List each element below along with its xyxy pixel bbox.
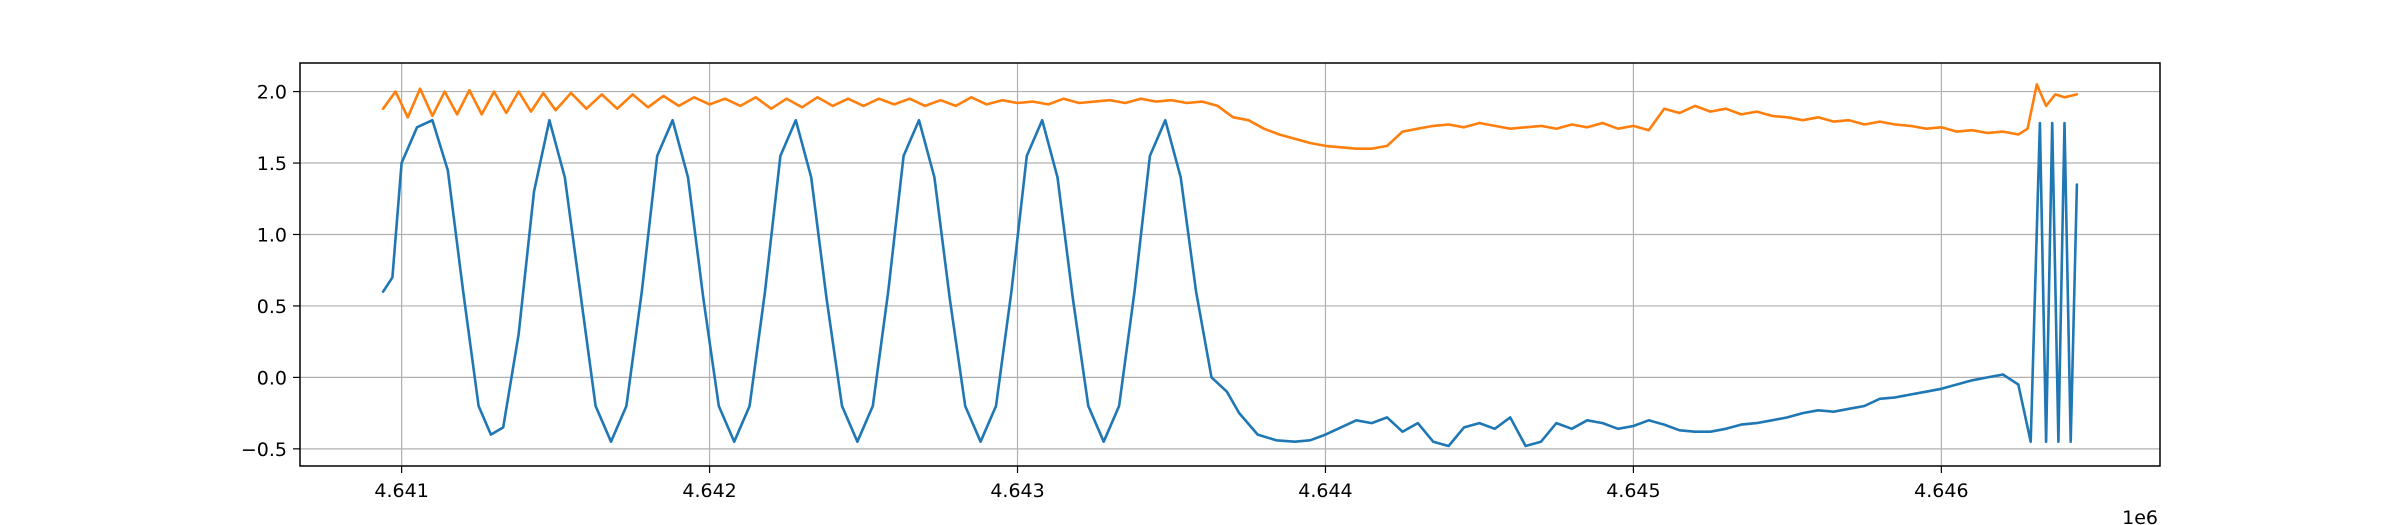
x-tick-label: 4.643 <box>990 480 1044 502</box>
y-tick-label: −0.5 <box>241 439 287 461</box>
x-axis-offset-label: 1e6 <box>2122 507 2158 525</box>
y-tick-label: 0.0 <box>257 367 287 389</box>
gridlines <box>300 63 2160 466</box>
series-line-1 <box>381 118 2079 448</box>
series-layer <box>381 83 2079 448</box>
x-axis: 4.641 4.642 4.643 4.644 4.645 4.646 <box>374 466 1969 502</box>
x-tick-label: 4.644 <box>1298 480 1352 502</box>
y-tick-label: 2.0 <box>257 82 287 104</box>
plot-area <box>300 63 2160 466</box>
y-tick-label: 0.5 <box>257 296 287 318</box>
series-line-2 <box>381 83 2079 150</box>
x-tick-label: 4.646 <box>1914 480 1968 502</box>
x-tick-label: 4.645 <box>1606 480 1660 502</box>
x-tick-label: 4.642 <box>682 480 736 502</box>
x-tick-label: 4.641 <box>374 480 428 502</box>
y-tick-label: 1.0 <box>257 224 287 246</box>
axes-frame <box>299 62 2161 467</box>
y-axis: −0.5 0.0 0.5 1.0 1.5 2.0 <box>241 82 300 461</box>
y-tick-label: 1.5 <box>257 153 287 175</box>
